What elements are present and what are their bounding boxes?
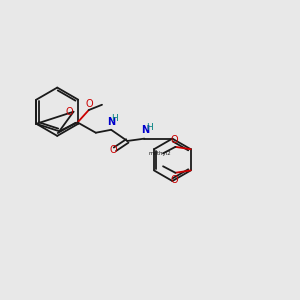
- Text: O: O: [170, 175, 178, 184]
- Text: H: H: [112, 114, 118, 123]
- Text: N: N: [141, 125, 149, 135]
- Text: O: O: [85, 99, 93, 109]
- Text: O: O: [109, 145, 117, 155]
- Text: methyl2: methyl2: [148, 151, 171, 156]
- Text: N: N: [107, 117, 115, 128]
- Text: O: O: [66, 107, 74, 117]
- Text: O: O: [170, 135, 178, 145]
- Text: H: H: [146, 123, 152, 132]
